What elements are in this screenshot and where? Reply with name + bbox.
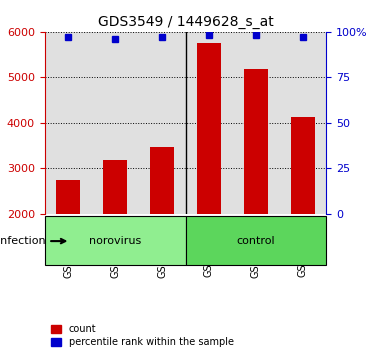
Bar (244, 69, 268, 213)
Title: GDS3549 / 1449628_s_at: GDS3549 / 1449628_s_at (98, 16, 273, 29)
Legend: count, percentile rank within the sample: count, percentile rank within the sample (49, 322, 236, 349)
Text: norovirus: norovirus (89, 236, 141, 246)
Text: control: control (237, 236, 275, 246)
Bar (56, 179, 80, 213)
Bar (291, 117, 315, 213)
Bar (197, 43, 221, 213)
FancyBboxPatch shape (186, 216, 326, 266)
Bar (150, 147, 174, 213)
FancyBboxPatch shape (45, 216, 186, 266)
Bar (103, 160, 127, 213)
Text: infection: infection (0, 236, 65, 246)
